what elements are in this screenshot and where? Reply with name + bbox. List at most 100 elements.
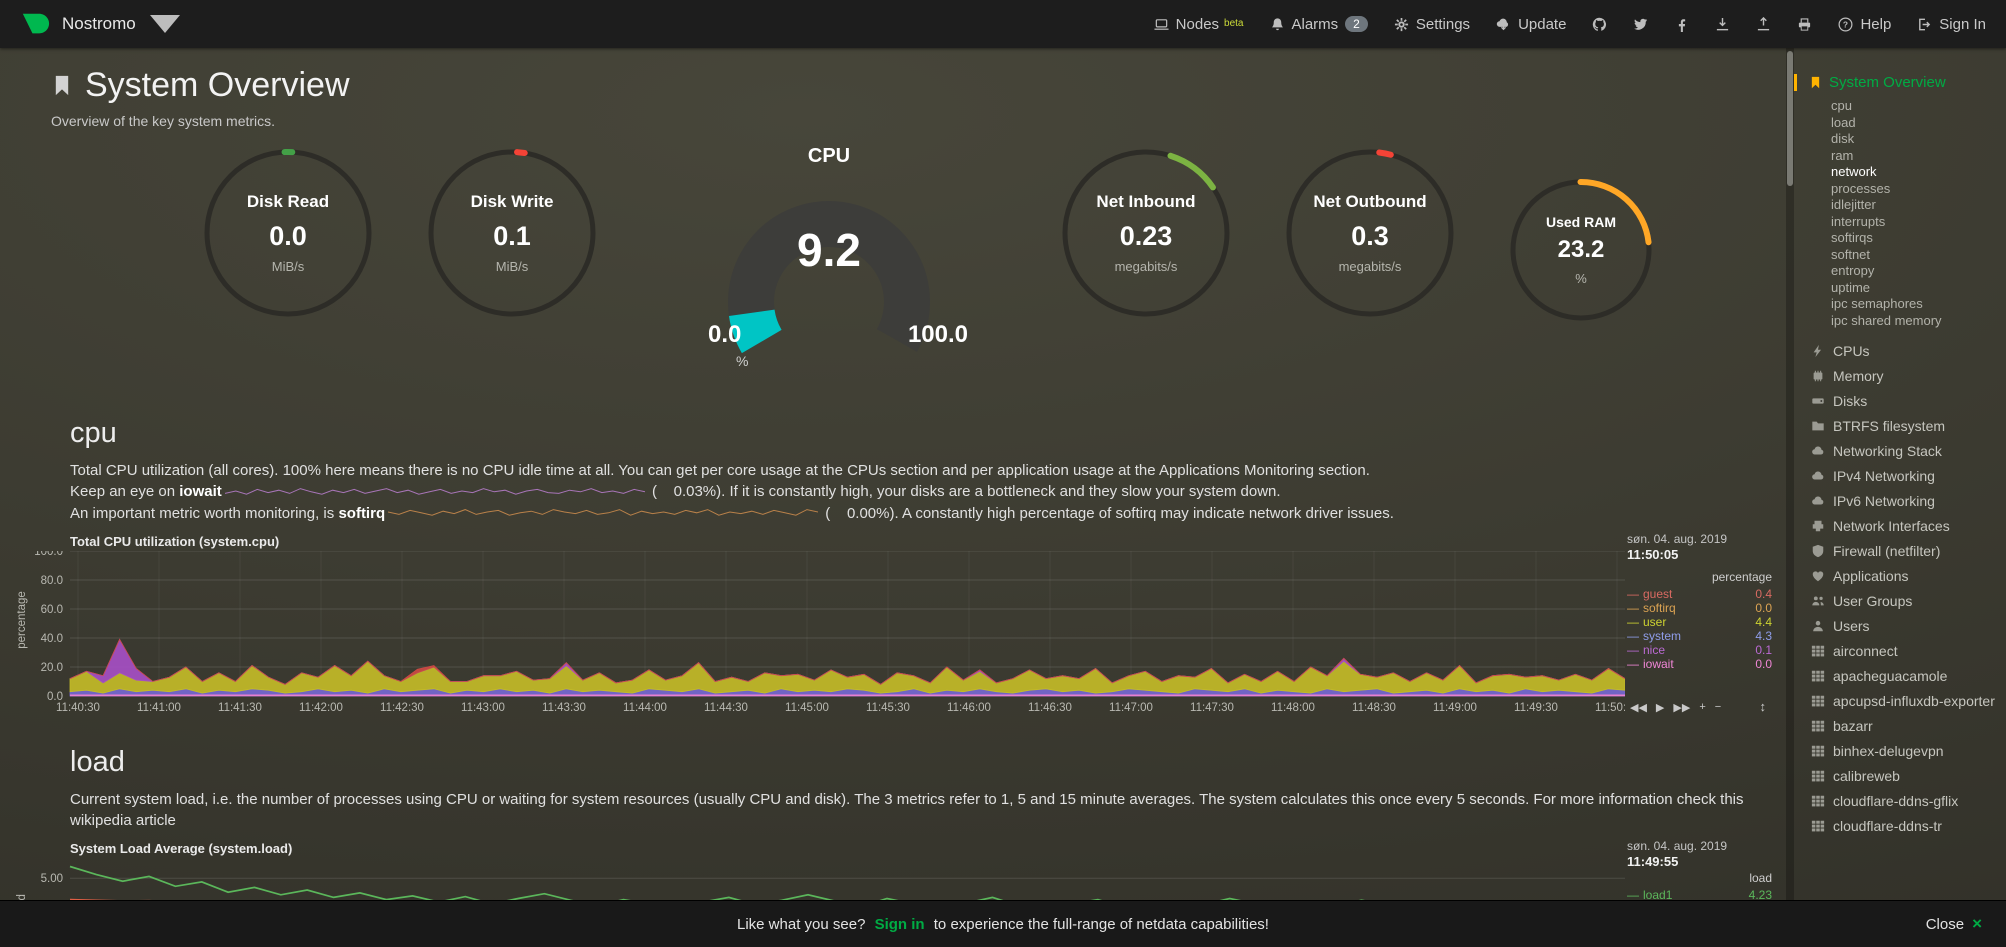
nav-label: Nodes <box>1175 15 1220 33</box>
sidebar-subitem-network[interactable]: network <box>1831 164 1877 179</box>
sidebar-item-apcupsd-influxdb-exporter[interactable]: apcupsd-influxdb-exporter <box>1794 688 2002 713</box>
sidebar-item-system-overview[interactable]: System Overview <box>1794 74 2002 91</box>
chart-time: 11:50:05 <box>1627 547 1679 563</box>
load-description: Current system load, i.e. the number of … <box>70 791 1744 830</box>
sidebar-subitem-entropy[interactable]: entropy <box>1831 263 1875 278</box>
hostname-menu[interactable]: Nostromo <box>20 9 180 39</box>
content-scrollbar[interactable] <box>1786 48 1794 901</box>
legend-row-guest[interactable]: — guest 0.4 <box>1627 587 1772 601</box>
cpu-description-1: Total CPU utilization (all cores). 100% … <box>70 462 1370 479</box>
gauge-disk-read[interactable]: Disk Read 0.0 MiB/s <box>200 145 376 321</box>
chart-toolbar-button-4[interactable]: − <box>1714 701 1722 714</box>
shield-icon <box>1811 544 1825 558</box>
legend-row-iowait[interactable]: — iowait 0.0 <box>1627 657 1772 671</box>
sidebar-subitem-processes[interactable]: processes <box>1831 180 1891 196</box>
sidebar-item-cloudflare-ddns-tr[interactable]: cloudflare-ddns-tr <box>1794 813 2002 838</box>
gauge-net-inbound[interactable]: Net Inbound 0.23 megabits/s <box>1058 145 1234 321</box>
top-navbar: Nostromo Nodes beta Alarms 2 Settings Update?… <box>0 0 2006 48</box>
sidebar-item-btrfs-filesystem[interactable]: BTRFS filesystem <box>1794 413 2002 438</box>
sidebar-item-calibreweb[interactable]: calibreweb <box>1794 763 2002 788</box>
sidebar-item-cpus[interactable]: CPUs <box>1794 338 2002 363</box>
nav-alarms[interactable]: Alarms 2 <box>1270 16 1368 33</box>
gauge-unit: megabits/s <box>1338 259 1402 274</box>
sidebar-subitem-idlejitter[interactable]: idlejitter <box>1831 197 1876 212</box>
close-banner-button[interactable]: Close × <box>1926 914 1982 934</box>
gauge-label: Net Outbound <box>1313 192 1427 211</box>
sidebar-item-label: bazarr <box>1833 717 1873 734</box>
sidebar-subitem-disk[interactable]: disk <box>1831 131 1855 146</box>
nav-settings[interactable]: Settings <box>1394 16 1470 33</box>
sidebar-item-disks[interactable]: Disks <box>1794 388 2002 413</box>
cloud-icon <box>1811 444 1825 458</box>
sidebar-item-binhex-delugevpn[interactable]: binhex-delugevpn <box>1794 738 2002 763</box>
nav-export-snapshot[interactable] <box>1756 16 1771 32</box>
chart-toolbar-button-2[interactable]: ▶▶ <box>1673 702 1691 715</box>
gauge-cpu-meter[interactable]: CPU 9.2 0.0 100.0% <box>674 145 984 403</box>
system-load-chart[interactable]: System Load Average (system.load) søn. 04… <box>15 839 1772 901</box>
sidebar-item-applications[interactable]: Applications <box>1794 563 2002 588</box>
sidebar-subitem-cpu[interactable]: cpu <box>1831 98 1852 113</box>
sidebar-item-user-groups[interactable]: User Groups <box>1794 588 2002 613</box>
gauge-value: 0.3 <box>1351 221 1389 251</box>
right-sidebar-menu: System Overview cpu load disk ram network proc… <box>1794 48 2006 901</box>
scrollbar-thumb[interactable] <box>1787 51 1793 186</box>
main-area: System Overview Overview of the key syst… <box>0 48 2006 901</box>
sidebar-item-users[interactable]: Users <box>1794 613 2002 638</box>
chart-toolbar-button-1[interactable]: ▶ <box>1655 702 1665 715</box>
nav-help[interactable]: ? Help <box>1838 16 1891 33</box>
svg-text:0.0: 0.0 <box>47 691 63 703</box>
print-icon <box>1797 17 1812 32</box>
legend-value: 4.4 <box>1755 615 1772 630</box>
sidebar-subitem-softnet[interactable]: softnet <box>1831 246 1871 262</box>
legend-row-user[interactable]: — user 4.4 <box>1627 615 1772 629</box>
nav-update[interactable]: Update <box>1496 16 1566 33</box>
sidebar-subitem-ram[interactable]: ram <box>1831 147 1854 163</box>
gauge-unit: MiB/s <box>271 259 305 274</box>
sidebar-item-airconnect[interactable]: airconnect <box>1794 638 2002 663</box>
sidebar-item-ipv6-networking[interactable]: IPv6 Networking <box>1794 488 2002 513</box>
legend-row-softirq[interactable]: — softirq 0.0 <box>1627 601 1772 615</box>
sidebar-item-bazarr[interactable]: bazarr <box>1794 713 2002 738</box>
cpu-gauge-unit: % <box>736 353 749 369</box>
nav-nodes[interactable]: Nodes beta <box>1154 16 1244 33</box>
sidebar-item-cloudflare-ddns-gflix[interactable]: cloudflare-ddns-gflix <box>1794 788 2002 813</box>
softirq-sparkline[interactable] <box>388 503 819 524</box>
gauge-disk-write[interactable]: Disk Write 0.1 MiB/s <box>424 145 600 321</box>
legend-value: 0.0 <box>1755 657 1772 672</box>
nav-facebook[interactable] <box>1674 17 1689 32</box>
sidebar-item-apacheguacamole[interactable]: apacheguacamole <box>1794 663 2002 688</box>
legend-row-nice[interactable]: — nice 0.1 <box>1627 643 1772 657</box>
sidebar-subitem-load[interactable]: load <box>1831 114 1856 130</box>
sidebar-item-label: apacheguacamole <box>1833 667 1948 684</box>
nav-github[interactable] <box>1592 17 1607 32</box>
cpu-utilization-chart[interactable]: Total CPU utilization (system.cpu) søn. 0… <box>15 532 1772 716</box>
grid-icon <box>1811 769 1825 783</box>
sidebar-subitem-ipc-semaphores[interactable]: ipc semaphores <box>1831 296 1923 311</box>
sidebar-item-networking-stack[interactable]: Networking Stack <box>1794 438 2002 463</box>
sidebar-item-network-interfaces[interactable]: Network Interfaces <box>1794 513 2002 538</box>
users-icon <box>1811 594 1825 608</box>
nav-signin[interactable]: Sign In <box>1917 16 1986 33</box>
hostname-label: Nostromo <box>62 14 136 33</box>
sidebar-subitem-ipc-shared-memory[interactable]: ipc shared memory <box>1831 312 1942 328</box>
sidebar-item-ipv4-networking[interactable]: IPv4 Networking <box>1794 463 2002 488</box>
chart-toolbar-button-3[interactable]: + <box>1699 701 1706 714</box>
chart-toolbar-button-0[interactable]: ◀◀ <box>1630 702 1647 715</box>
nav-print[interactable] <box>1797 17 1812 32</box>
sign-in-link[interactable]: Sign in <box>874 915 925 933</box>
nav-twitter[interactable] <box>1633 17 1648 32</box>
sidebar-item-memory[interactable]: Memory <box>1794 363 2002 388</box>
gauge-used-ram[interactable]: Used RAM 23.2% <box>1506 175 1656 325</box>
nav-import-snapshot[interactable] <box>1715 17 1730 32</box>
legend-row-system[interactable]: — system 4.3 <box>1627 629 1772 643</box>
gauge-net-outbound[interactable]: Net Outbound 0.3 megabits/s <box>1282 145 1458 321</box>
iowait-sparkline[interactable] <box>224 482 645 503</box>
chart-resize-handle[interactable]: ↕ <box>1759 699 1767 715</box>
legend-row-load1[interactable]: — load1 4.23 <box>1627 888 1772 901</box>
sidebar-subitem-interrupts[interactable]: interrupts <box>1831 213 1886 229</box>
sidebar-subitem-uptime[interactable]: uptime <box>1831 279 1871 295</box>
sidebar-item-label: Memory <box>1833 367 1884 384</box>
sidebar-item-firewall-netfilter[interactable]: Firewall (netfilter) <box>1794 538 2002 563</box>
sidebar-subitem-softirqs[interactable]: softirqs <box>1831 230 1873 245</box>
disk-icon <box>1811 394 1825 408</box>
